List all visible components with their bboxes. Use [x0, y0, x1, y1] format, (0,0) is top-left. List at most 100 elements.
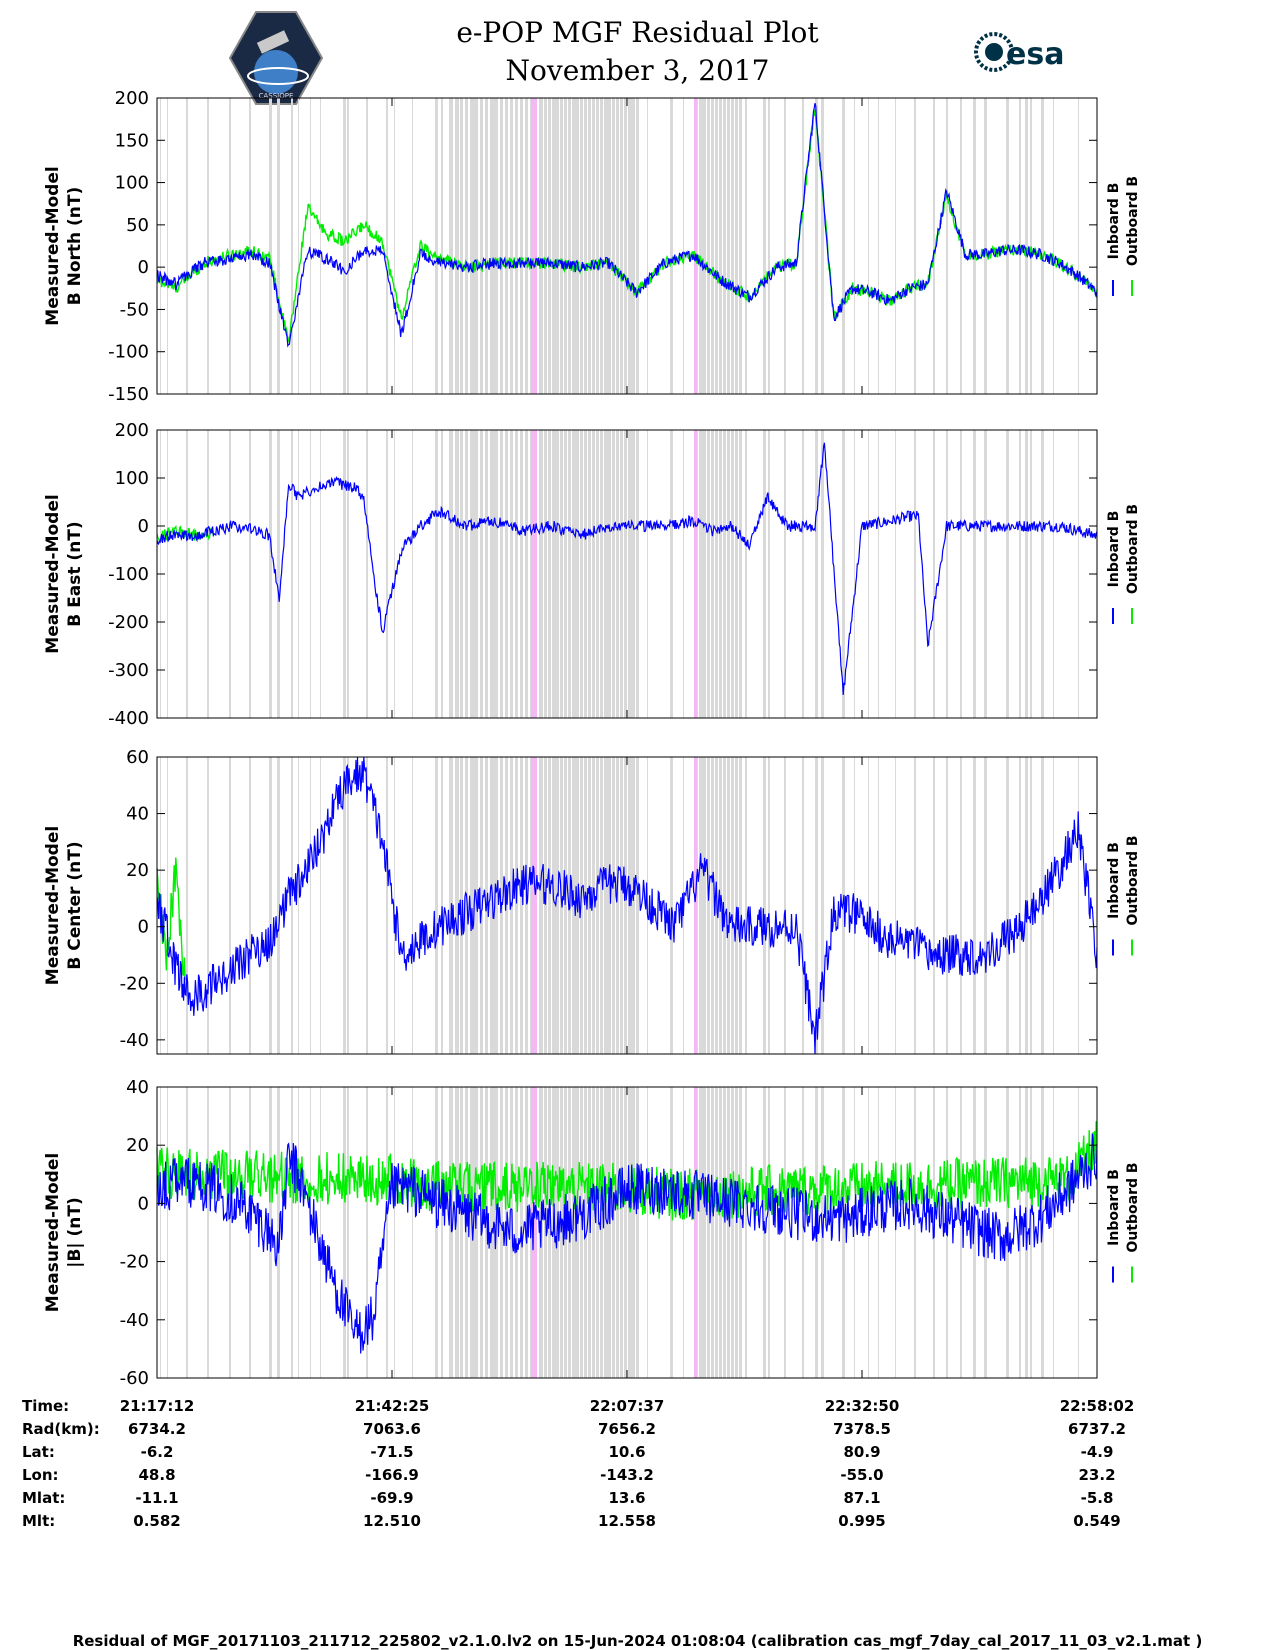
y-axis-label: |B| (nT) [65, 1197, 85, 1268]
gap-band [802, 430, 804, 718]
event-band [694, 430, 697, 718]
gap-band [784, 757, 786, 1054]
gap-band [821, 757, 824, 1054]
gap-band [552, 757, 555, 1054]
gap-band [186, 98, 188, 394]
y-tick-label: 200 [115, 88, 149, 109]
gap-band [946, 757, 948, 1054]
gap-band [628, 98, 631, 394]
gap-band [495, 98, 498, 394]
y-tick-label: -400 [108, 708, 149, 729]
gap-band [560, 98, 563, 394]
gap-band [802, 98, 804, 394]
gap-band [544, 1087, 547, 1378]
gap-band [207, 1087, 209, 1378]
gap-band [564, 757, 567, 1054]
gap-band [366, 430, 368, 718]
event-band [694, 1087, 697, 1378]
svg-text:esa: esa [1006, 37, 1064, 72]
gap-band [739, 757, 742, 1054]
gap-band [470, 757, 473, 1054]
gap-band [592, 757, 595, 1054]
gap-band [460, 1087, 463, 1378]
gap-band [1019, 430, 1021, 718]
gap-band [842, 757, 845, 1054]
gap-band [580, 430, 583, 718]
legend-label: Inboard B [1106, 842, 1122, 919]
legend-label: Outboard B [1125, 1162, 1141, 1252]
gap-band [683, 1087, 684, 1378]
gap-band [572, 757, 575, 1054]
gap-band [815, 430, 818, 718]
gap-band [167, 430, 168, 718]
gap-band [723, 1087, 726, 1378]
gap-band [298, 430, 299, 718]
gap-band [298, 98, 299, 394]
gap-band [620, 1087, 623, 1378]
gap-band [895, 98, 896, 394]
gap-band [624, 430, 627, 718]
gap-band [1078, 1087, 1079, 1378]
gap-band [540, 430, 543, 718]
gap-band [540, 98, 543, 394]
gap-band [394, 98, 395, 394]
gap-band [608, 757, 611, 1054]
gap-band [510, 430, 513, 718]
gap-band [620, 98, 623, 394]
gap-band [763, 98, 766, 394]
gap-band [878, 1087, 879, 1378]
gap-band [539, 430, 540, 718]
gap-band [520, 430, 523, 718]
gap-band [878, 757, 879, 1054]
data-gap-shading [160, 430, 1079, 718]
gap-band [914, 1087, 916, 1378]
gap-band [515, 98, 518, 394]
gap-band [745, 757, 747, 1054]
y-axis-label: Measured-Model [43, 166, 63, 325]
gap-band [815, 757, 818, 1054]
gap-band [1019, 757, 1021, 1054]
gap-band [207, 98, 209, 394]
gap-band [670, 98, 673, 394]
gap-band [167, 757, 168, 1054]
gap-band [960, 430, 962, 718]
y-tick-label: -20 [120, 1252, 149, 1273]
data-gap-shading [160, 1087, 1079, 1378]
gap-band [475, 98, 478, 394]
y-axis-label: B North (nT) [65, 187, 85, 306]
series-line-inboard [156, 103, 1098, 348]
gap-band [745, 98, 747, 394]
gap-band [984, 430, 987, 718]
gap-band [588, 98, 591, 394]
svg-text:CASSIOPE: CASSIOPE [259, 92, 294, 100]
gap-band [731, 430, 734, 718]
legend: Inboard B Outboard B [1106, 176, 1141, 296]
y-tick-label: 0 [138, 257, 149, 278]
gap-band [435, 430, 438, 718]
gap-band [715, 1087, 718, 1378]
gap-band [572, 430, 575, 718]
gap-band [343, 757, 346, 1054]
gap-band [933, 98, 935, 394]
event-band [531, 430, 537, 718]
gap-band [249, 1087, 251, 1378]
gap-band [608, 98, 611, 394]
esa-logo-icon: esa [974, 32, 1064, 72]
gap-band [745, 430, 747, 718]
gap-band [310, 98, 311, 394]
gap-band [946, 98, 948, 394]
gap-band [580, 98, 583, 394]
gap-band [731, 757, 734, 1054]
y-axis-label: B East (nT) [65, 521, 85, 626]
gap-band [1025, 430, 1028, 718]
data-gap-shading [160, 757, 1079, 1054]
gap-band [556, 98, 559, 394]
gap-band [441, 1087, 443, 1378]
gap-band [707, 1087, 710, 1378]
gap-band [1030, 98, 1032, 394]
gap-band [711, 1087, 714, 1378]
gap-band [386, 1087, 388, 1378]
gap-band [933, 430, 935, 718]
gap-band [310, 430, 311, 718]
gap-band [868, 430, 869, 718]
